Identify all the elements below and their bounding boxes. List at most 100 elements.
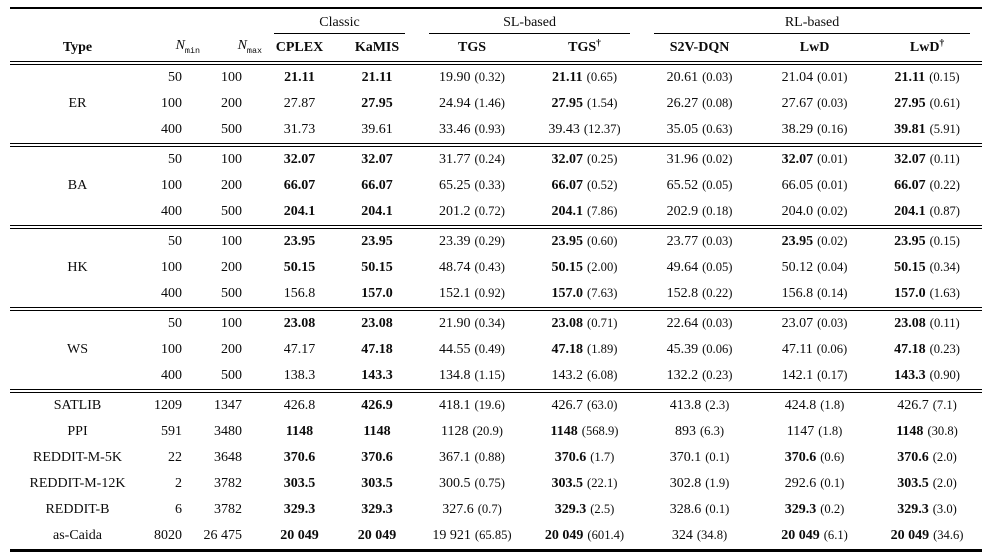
cell-value: 204.1 (283, 203, 316, 219)
cell-std: (20.9) (472, 423, 503, 438)
cell-lwd-dagger: 1148 (30.8) (872, 419, 982, 445)
cell-tgs-dagger: 204.1 (7.86) (527, 199, 642, 227)
cell-value: 328.6 (669, 501, 702, 517)
cell-kamis: 27.95 (337, 91, 417, 117)
cell-lwd: 50.12 (0.04) (757, 255, 872, 281)
cell-value: 156.8 (283, 285, 316, 301)
cell-std: (601.4) (587, 527, 625, 542)
cell-lwd-dagger: 32.07 (0.11) (872, 142, 983, 173)
cell-value: 157.0 (361, 285, 393, 301)
col-header-type: Type (10, 34, 145, 65)
cell-value: 20 049 (781, 527, 820, 543)
cell-kamis: 50.15 (337, 255, 417, 281)
nmax-cell: 200 (221, 259, 242, 275)
cell-std: (0.01) (817, 151, 848, 166)
cell-s2v-dqn: 22.64 (0.03) (642, 306, 758, 337)
cell-value: 47.18 (894, 341, 926, 357)
cell-lwd-dagger: 370.6 (2.0) (872, 445, 982, 471)
cell-lwd: 424.8 (1.8) (757, 388, 873, 419)
cell-std: (2.00) (587, 259, 618, 274)
cell-s2v-dqn: 49.64 (0.05) (642, 255, 757, 281)
cell-tgs-dagger: 20 049 (601.4) (527, 522, 643, 552)
cell-std: (12.37) (583, 121, 621, 136)
nmin-symbol: N (175, 38, 185, 53)
type-cell: WS (10, 306, 145, 391)
cell-value: 324 (671, 527, 693, 543)
cell-value: 143.2 (551, 367, 584, 383)
cell-value: 1148 (363, 423, 391, 439)
cell-kamis: 1148 (337, 419, 417, 445)
cell-value: 32.07 (361, 151, 393, 167)
cell-std: (19.6) (474, 397, 505, 412)
cell-value: 39.43 (548, 121, 580, 137)
cell-std: (0.05) (702, 259, 733, 274)
col-header-s2v-dqn: S2V-DQN (642, 34, 758, 65)
nmax-cell: 100 (200, 224, 262, 255)
cell-value: 300.5 (439, 475, 471, 491)
cell-std: (7.63) (587, 285, 618, 300)
table-head: Classic SL-based RL-based Type Nmin Nmax CPLEX… (10, 7, 983, 65)
nmin-cell: 100 (161, 341, 182, 357)
nmax-cell: 500 (221, 285, 242, 301)
nmin-cell: 400 (161, 367, 182, 383)
cell-s2v-dqn: 20.61 (0.03) (642, 63, 757, 91)
cell-std: (0.04) (817, 259, 848, 274)
cell-kamis: 143.3 (337, 363, 417, 391)
cell-value: 201.2 (439, 203, 471, 219)
cell-value: 21.11 (551, 69, 583, 85)
type-cell: HK (10, 224, 145, 309)
table-row: REDDIT-B 6 3782 329.3 329.3 327.6 (0.7) 329.3 (2… (10, 497, 982, 523)
cell-s2v-dqn: 202.9 (0.18) (642, 199, 757, 227)
cell-value: 49.64 (666, 259, 699, 275)
table-row: 400 500 204.1 204.1 201.2 (0.72) 204.1 (7.86) 20… (10, 199, 982, 227)
cell-value: 152.1 (439, 285, 471, 301)
cell-cplex: 20 049 (262, 522, 337, 552)
cell-lwd: 23.07 (0.03) (757, 306, 873, 337)
cell-tgs-dagger: 23.08 (0.71) (527, 306, 643, 337)
cell-tgs-dagger: 23.95 (0.60) (527, 224, 643, 255)
cell-value: 426.7 (551, 397, 584, 413)
cell-tgs: 65.25 (0.33) (417, 173, 527, 199)
cell-tgs: 44.55 (0.49) (417, 337, 527, 363)
cell-value: 32.07 (551, 151, 584, 167)
cell-std: (6.08) (587, 367, 618, 382)
cell-std: (0.22) (702, 285, 733, 300)
nmin-cell: 100 (161, 177, 182, 193)
table-row: REDDIT-M-5K 22 3648 370.6 370.6 367.1 (0.88) 37… (10, 445, 982, 471)
cell-std: (0.02) (702, 151, 733, 166)
cell-lwd-dagger: 329.3 (3.0) (872, 497, 982, 523)
type-cell: REDDIT-M-5K (33, 449, 122, 465)
type-cell: BA (10, 142, 145, 227)
cell-std: (0.23) (929, 341, 960, 356)
cell-value: 367.1 (439, 449, 471, 465)
cell-value: 66.07 (551, 177, 584, 193)
table-row: 100 200 47.17 47.18 44.55 (0.49) 47.18 (1.89) 45… (10, 337, 982, 363)
cell-std: (0.01) (817, 177, 848, 192)
cell-tgs: 19.90 (0.32) (417, 63, 527, 91)
type-cell: REDDIT-M-12K (29, 475, 126, 491)
cell-lwd: 23.95 (0.02) (757, 224, 873, 255)
type-cell: PPI (67, 423, 88, 439)
col-header-cplex: CPLEX (262, 34, 337, 65)
cell-value: 143.3 (894, 367, 926, 383)
cell-value: 39.61 (361, 121, 393, 137)
cell-std: (0.60) (587, 233, 618, 248)
cell-tgs: 201.2 (0.72) (417, 199, 527, 227)
nmax-cell: 1347 (200, 388, 262, 419)
cell-s2v-dqn: 370.1 (0.1) (642, 445, 757, 471)
cell-cplex: 47.17 (262, 337, 337, 363)
cell-value: 370.6 (784, 449, 817, 465)
group-header-sl-based: SL-based (417, 7, 643, 34)
nmin-cell: 100 (161, 259, 182, 275)
col-header-lwd: LwD (757, 34, 873, 65)
cell-lwd-dagger: 23.08 (0.11) (872, 306, 983, 337)
cell-value: 893 (674, 423, 696, 439)
cell-std: (0.1) (705, 501, 730, 516)
cell-tgs: 134.8 (1.15) (417, 363, 527, 391)
table-row: 400 500 138.3 143.3 134.8 (1.15) 143.2 (6.08) 13… (10, 363, 982, 391)
cell-tgs-dagger: 66.07 (0.52) (527, 173, 642, 199)
cell-value: 329.3 (361, 501, 393, 517)
cell-value: 329.3 (784, 501, 817, 517)
cell-std: (0.15) (929, 69, 960, 84)
